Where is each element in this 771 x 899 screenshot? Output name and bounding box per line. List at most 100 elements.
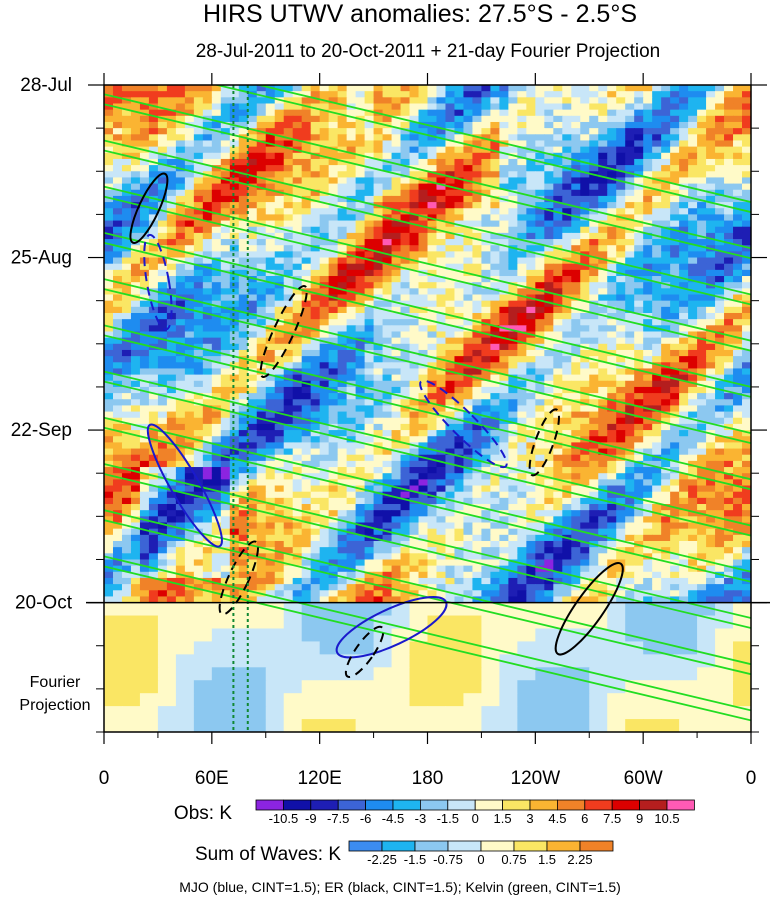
heatmap-cell: [643, 380, 653, 388]
heatmap-cell: [580, 171, 590, 179]
heatmap-cell: [445, 399, 456, 407]
heatmap-cell: [436, 380, 447, 388]
heatmap-cell: [436, 140, 447, 148]
heatmap-cell: [220, 306, 231, 314]
heatmap-cell: [229, 300, 240, 308]
heatmap-cell: [643, 208, 653, 215]
heatmap-cell: [400, 239, 411, 246]
heatmap-cell: [499, 442, 509, 450]
heatmap-cell: [175, 368, 186, 376]
heatmap-cell: [454, 251, 465, 259]
heatmap-cell: [256, 282, 267, 289]
heatmap-cell: [256, 146, 267, 154]
heatmap-cell: [490, 245, 500, 252]
heatmap-cell: [472, 430, 483, 437]
heatmap-cell: [382, 276, 393, 283]
heatmap-cell: [283, 109, 294, 117]
heatmap-cell: [535, 473, 545, 480]
heatmap-cell: [346, 300, 357, 308]
heatmap-cell: [337, 312, 348, 320]
heatmap-cell: [364, 504, 375, 511]
heatmap-cell: [193, 288, 204, 296]
heatmap-cell: [661, 399, 671, 407]
heatmap-cell: [544, 115, 554, 123]
heatmap-cell: [553, 177, 563, 185]
heatmap-cell: [571, 368, 581, 376]
heatmap-cell: [346, 97, 357, 105]
heatmap-cell: [418, 103, 429, 111]
heatmap-cell: [373, 442, 384, 450]
heatmap-cell: [301, 436, 312, 443]
heatmap-cell: [625, 362, 635, 370]
heatmap-cell: [238, 479, 249, 487]
heatmap-cell: [274, 356, 285, 363]
heatmap-cell: [634, 485, 644, 493]
heatmap-cell: [571, 183, 581, 191]
heatmap-cell: [481, 177, 492, 185]
heatmap-cell: [319, 448, 330, 456]
heatmap-cell: [616, 380, 626, 388]
heatmap-cell: [292, 325, 303, 333]
heatmap-cell: [292, 195, 303, 203]
heatmap-cell: [625, 134, 635, 142]
heatmap-cell: [490, 257, 500, 265]
heatmap-cell: [391, 374, 402, 382]
heatmap-cell: [517, 300, 527, 308]
heatmap-cell: [697, 288, 707, 296]
heatmap-cell: [193, 189, 204, 197]
heatmap-cell: [211, 115, 222, 123]
heatmap-cell: [715, 282, 725, 289]
heatmap-cell: [490, 288, 500, 296]
heatmap-cell: [211, 103, 222, 111]
heatmap-cell: [157, 263, 168, 271]
heatmap-cell: [499, 165, 509, 172]
heatmap-cell: [202, 245, 213, 252]
heatmap-cell: [472, 300, 483, 308]
heatmap-cell: [337, 423, 348, 431]
heatmap-cell: [562, 177, 572, 185]
heatmap-cell: [220, 251, 231, 259]
heatmap-cell: [436, 393, 447, 400]
heatmap-cell: [490, 337, 500, 345]
heatmap-cell: [184, 319, 195, 326]
heatmap-cell: [104, 349, 114, 357]
heatmap-cell: [121, 128, 132, 135]
heatmap-cell: [625, 152, 635, 160]
heatmap-cell: [400, 497, 411, 505]
heatmap-cell: [571, 380, 581, 388]
heatmap-cell: [247, 349, 258, 357]
heatmap-cell: [670, 115, 680, 123]
heatmap-cell: [346, 232, 357, 240]
heatmap-cell: [256, 337, 267, 345]
heatmap-cell: [742, 115, 751, 123]
heatmap-cell: [463, 165, 474, 172]
heatmap-cell: [373, 171, 384, 179]
heatmap-cell: [634, 165, 644, 172]
heatmap-cell: [229, 128, 240, 135]
heatmap-cell: [193, 504, 204, 511]
heatmap-cell: [445, 115, 456, 123]
heatmap-cell: [247, 393, 258, 400]
heatmap-cell: [643, 325, 653, 333]
heatmap-cell: [697, 263, 707, 271]
heatmap-cell: [139, 343, 150, 351]
heatmap-cell: [508, 220, 518, 228]
heatmap-cell: [292, 430, 303, 437]
heatmap-cell: [724, 312, 734, 320]
heatmap-cell: [436, 479, 447, 487]
heatmap-cell: [679, 189, 689, 197]
heatmap-cell: [589, 288, 599, 296]
heatmap-cell: [184, 158, 195, 166]
heatmap-cell: [184, 423, 195, 431]
heatmap-cell: [544, 300, 554, 308]
heatmap-cell: [157, 362, 168, 370]
heatmap-cell: [517, 485, 527, 493]
heatmap-cell: [544, 134, 554, 142]
heatmap-cell: [715, 460, 725, 468]
heatmap-cell: [517, 85, 527, 92]
heatmap-cell: [166, 362, 177, 370]
heatmap-cell: [130, 134, 141, 142]
heatmap-cell: [472, 115, 483, 123]
heatmap-cell: [436, 91, 447, 98]
heatmap-cell: [202, 331, 213, 339]
